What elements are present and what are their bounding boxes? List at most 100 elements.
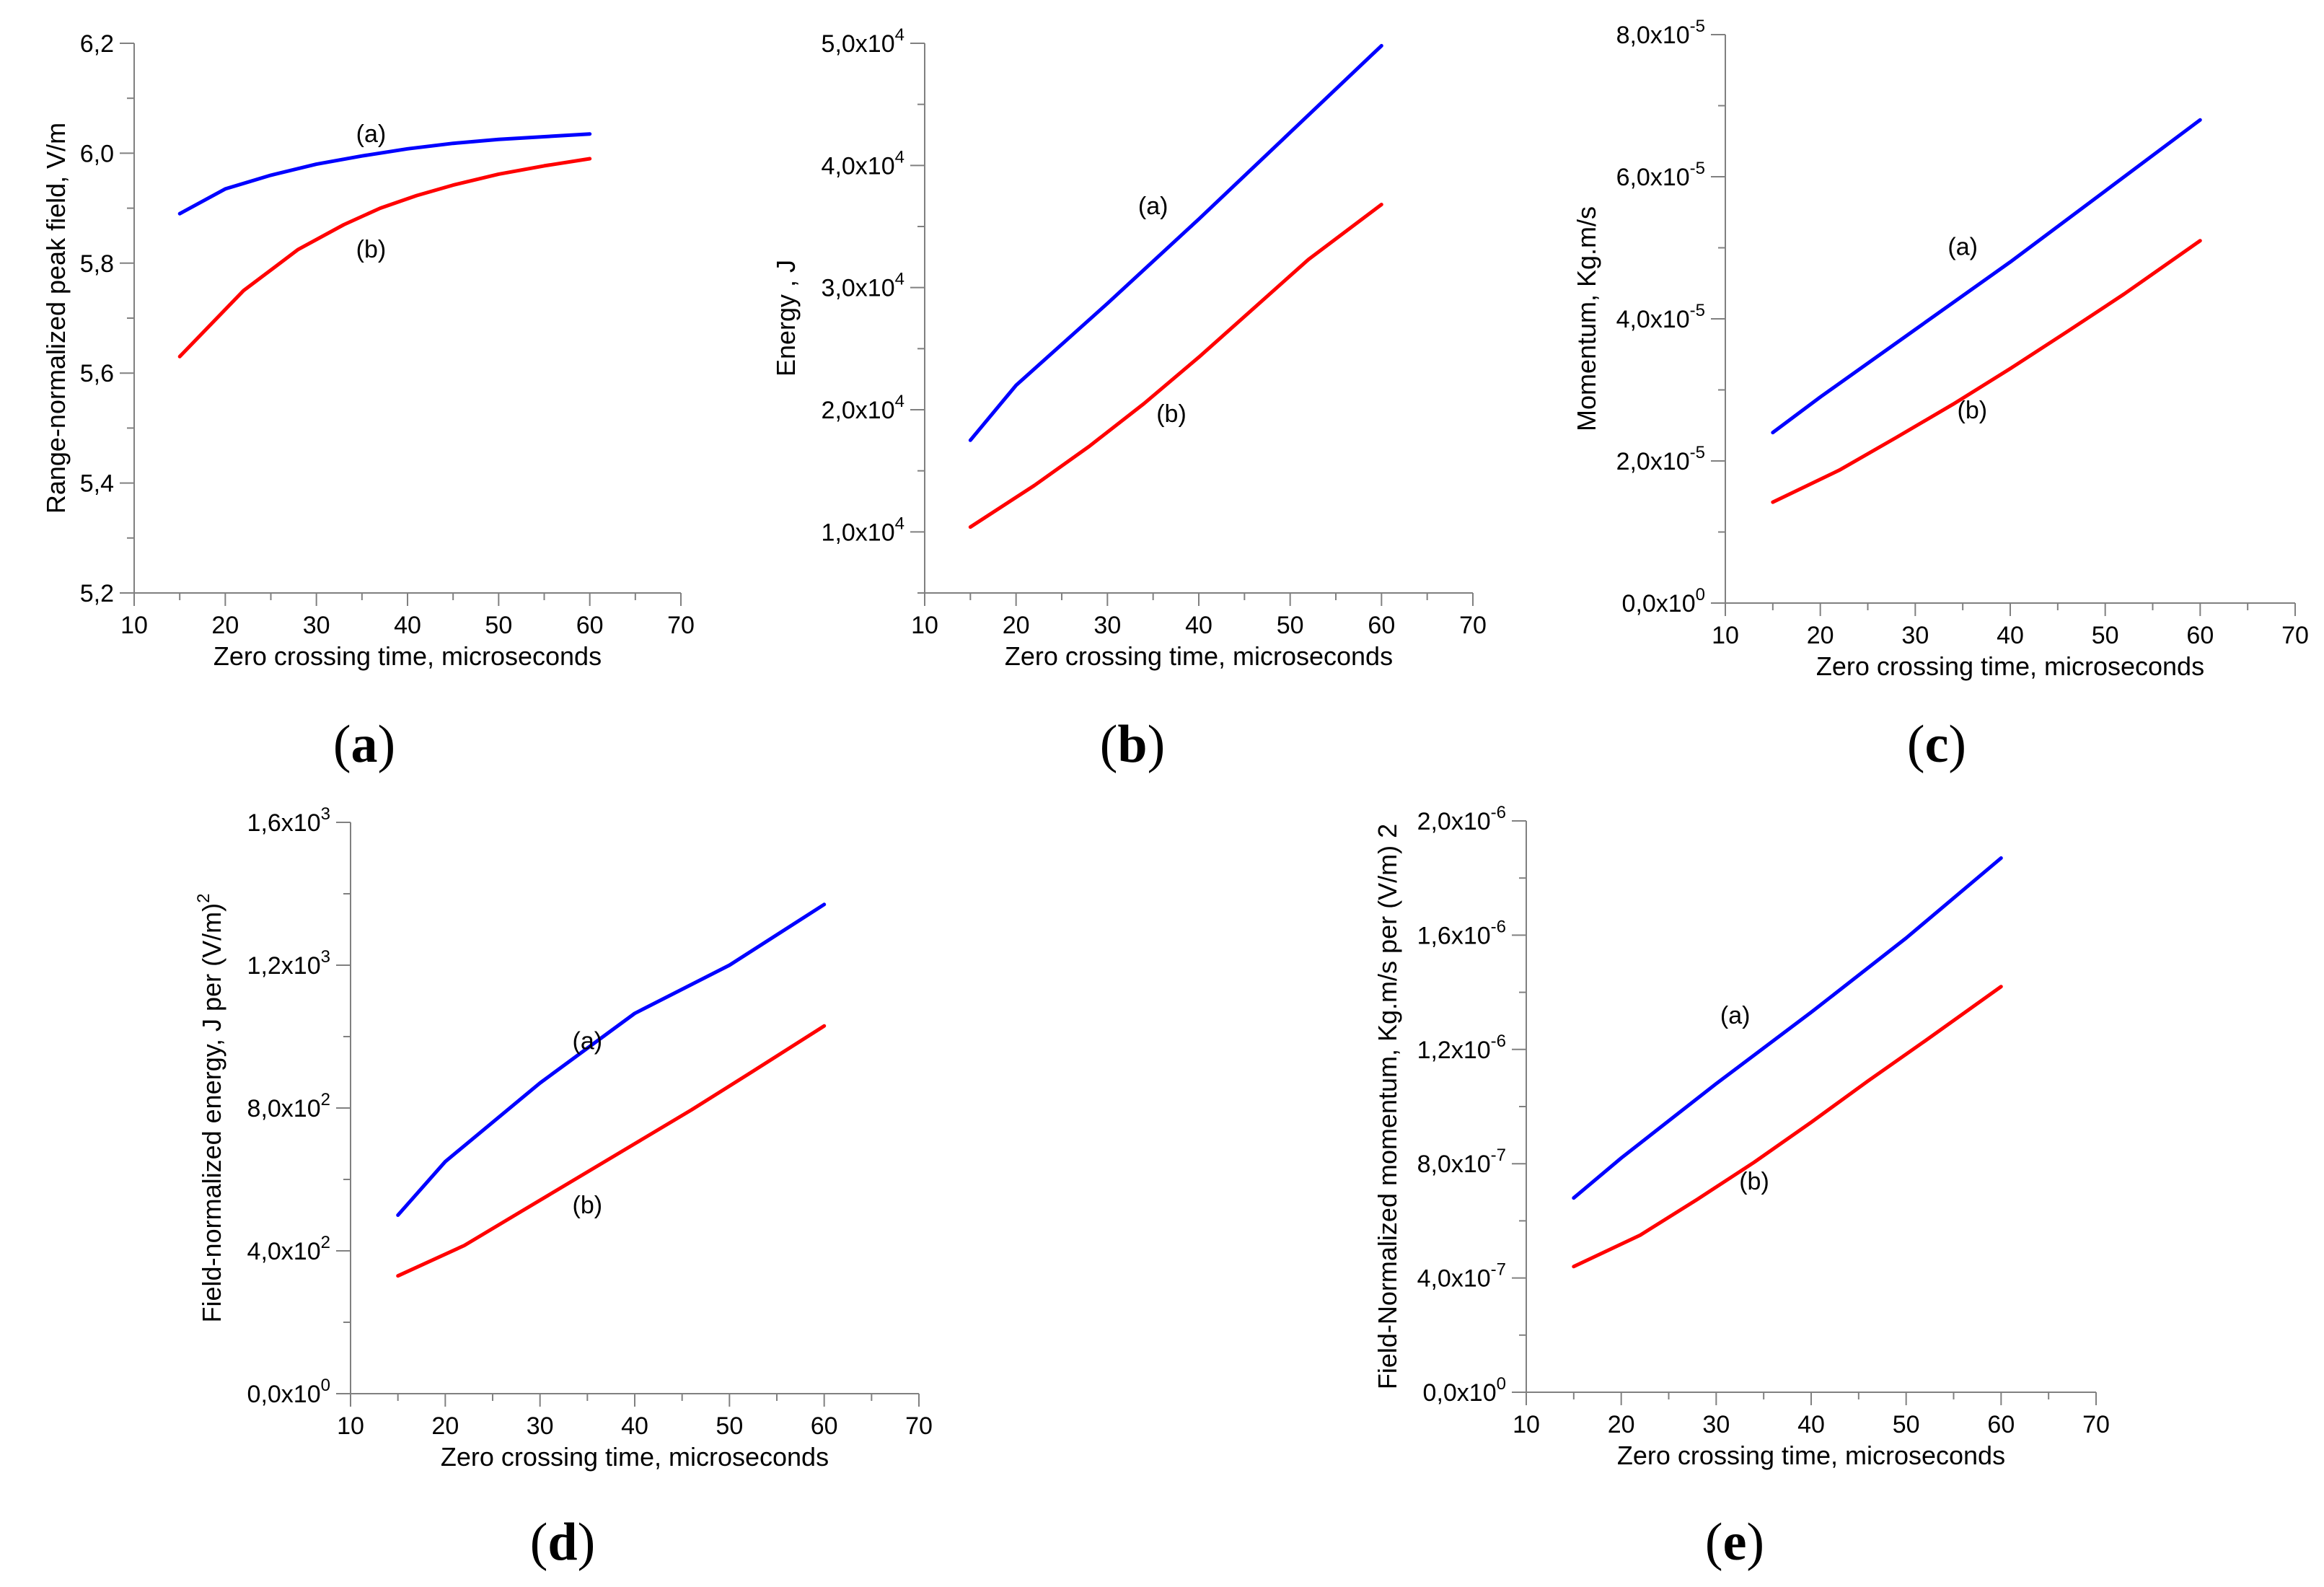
chart-panel-a: 5,2 5,4 5,6 5,8 6,0 6,2 10 20 30 40 50 60 70 Zero cro… <box>41 30 695 774</box>
x-tick-label: 50 <box>2092 622 2119 649</box>
x-tick-label: 50 <box>1893 1411 1920 1438</box>
series-label-b: (b) <box>1156 400 1187 428</box>
x-tick-label: 30 <box>303 612 330 639</box>
y-tick-label: 6,0x10-5 <box>1616 159 1705 191</box>
y-tick-label: 3,0x104 <box>822 270 904 302</box>
x-tick-label: 50 <box>1277 612 1304 639</box>
x-tick-label: 60 <box>811 1412 838 1440</box>
x-tick-label: 60 <box>2186 622 2214 649</box>
x-tick-label: 40 <box>1185 612 1212 639</box>
x-tick-label: 60 <box>576 612 604 639</box>
x-tick-label: 60 <box>1368 612 1395 639</box>
x-tick-label: 10 <box>337 1412 364 1440</box>
x-tick-label: 10 <box>1712 622 1739 649</box>
x-axis-label: Zero crossing time, microseconds <box>1816 651 2204 681</box>
series-label-a: (a) <box>1947 233 1978 260</box>
series-line-b <box>396 1024 827 1278</box>
series-line-a <box>177 132 592 216</box>
y-tick-label: 4,0x10-5 <box>1616 301 1705 333</box>
x-tick-label: 10 <box>911 612 938 639</box>
y-tick-label: 5,2 <box>80 580 114 607</box>
x-axis-label: Zero crossing time, microseconds <box>1005 641 1393 671</box>
y-tick-label: 8,0x10-5 <box>1616 17 1705 49</box>
x-tick-label: 20 <box>1608 1411 1635 1438</box>
x-tick-label: 20 <box>431 1412 459 1440</box>
x-tick-label: 30 <box>1901 622 1929 649</box>
y-tick-label: 0,0x100 <box>1423 1374 1506 1407</box>
y-tick-label: 5,0x104 <box>822 25 904 58</box>
series-line-b <box>177 157 592 359</box>
y-tick-label: 4,0x102 <box>247 1233 330 1265</box>
chart-panel-b: 1,0x104 2,0x104 3,0x104 4,0x104 5,0x104 10 20 3… <box>771 25 1487 774</box>
y-axis-label: Energy , J <box>771 260 801 377</box>
y-tick-label: 5,4 <box>80 470 114 498</box>
series-line-a <box>396 902 827 1217</box>
x-tick-label: 10 <box>120 612 148 639</box>
series-label-b: (b) <box>1739 1168 1769 1195</box>
y-tick-label: 1,0x104 <box>822 514 904 546</box>
series-label-a: (a) <box>1138 193 1168 220</box>
series-label-b: (b) <box>1958 397 1988 424</box>
x-tick-label: 60 <box>1987 1411 2015 1438</box>
panel-letter: (d) <box>530 1513 595 1572</box>
x-axis-label: Zero crossing time, microseconds <box>214 641 602 671</box>
chart-panel-c: 0,0x100 2,0x10-5 4,0x10-5 6,0x10-5 8,0x10-5 1… <box>1572 17 2309 774</box>
y-axis-label: Momentum, Kg.m/s <box>1572 206 1601 431</box>
panel-letter: (a) <box>333 715 395 774</box>
x-tick-label: 30 <box>1093 612 1121 639</box>
x-tick-label: 20 <box>1807 622 1834 649</box>
y-tick-label: 6,0 <box>80 140 114 167</box>
series-line-b <box>1572 985 2003 1269</box>
y-tick-label: 1,6x103 <box>247 804 330 837</box>
x-axis-label: Zero crossing time, microseconds <box>441 1442 829 1472</box>
y-tick-label: 4,0x104 <box>822 147 904 180</box>
x-tick-label: 50 <box>485 612 512 639</box>
chart-panel-e: 0,0x100 4,0x10-7 8,0x10-7 1,2x10-6 1,6x10-6 2… <box>1373 803 2110 1572</box>
y-tick-label: 5,6 <box>80 360 114 387</box>
chart-panel-d: 0,0x100 4,0x102 8,0x102 1,2x103 1,6x103 10 20 3… <box>194 804 933 1572</box>
series-line-a <box>968 43 1383 442</box>
y-tick-label: 8,0x102 <box>247 1090 330 1122</box>
series-label-b: (b) <box>573 1192 603 1219</box>
series-line-a <box>1572 856 2003 1200</box>
x-tick-label: 50 <box>716 1412 743 1440</box>
panel-letter: (e) <box>1705 1513 1764 1572</box>
y-tick-label: 5,8 <box>80 250 114 278</box>
x-tick-label: 10 <box>1513 1411 1540 1438</box>
y-tick-label: 1,2x10-6 <box>1417 1032 1506 1064</box>
series-label-a: (a) <box>356 120 387 148</box>
x-tick-label: 20 <box>1003 612 1030 639</box>
x-tick-label: 40 <box>1997 622 2024 649</box>
y-tick-label: 0,0x100 <box>1622 585 1705 617</box>
y-tick-label: 1,6x10-6 <box>1417 917 1506 949</box>
y-tick-label: 0,0x100 <box>247 1376 330 1408</box>
y-tick-label: 8,0x10-7 <box>1417 1146 1506 1178</box>
y-tick-label: 2,0x10-6 <box>1417 803 1506 835</box>
x-axis-label: Zero crossing time, microseconds <box>1617 1441 2005 1470</box>
series-label-b: (b) <box>356 236 387 263</box>
x-tick-label: 40 <box>1797 1411 1825 1438</box>
x-tick-label: 70 <box>667 612 695 639</box>
x-tick-label: 30 <box>1702 1411 1730 1438</box>
x-tick-label: 40 <box>621 1412 648 1440</box>
series-line-a <box>1771 118 2202 435</box>
series-line-b <box>1771 239 2202 504</box>
x-tick-label: 30 <box>527 1412 554 1440</box>
series-line-b <box>968 203 1383 529</box>
panel-letter: (c) <box>1907 715 1966 774</box>
x-tick-label: 70 <box>905 1412 933 1440</box>
series-label-a: (a) <box>573 1027 603 1055</box>
y-axis-label: Field-Normalized momentum, Kg.m/s per (V… <box>1373 824 1402 1389</box>
y-tick-label: 2,0x10-5 <box>1616 443 1705 475</box>
x-tick-label: 70 <box>2082 1411 2110 1438</box>
y-axis-label: Range-normalized peak field, V/m <box>41 123 71 514</box>
x-tick-label: 40 <box>394 612 421 639</box>
x-tick-label: 70 <box>2281 622 2309 649</box>
x-tick-label: 20 <box>211 612 239 639</box>
x-tick-label: 70 <box>1459 612 1487 639</box>
y-tick-label: 6,2 <box>80 30 114 58</box>
y-tick-label: 1,2x103 <box>247 947 330 980</box>
y-tick-label: 2,0x104 <box>822 392 904 424</box>
panel-letter: (b) <box>1100 715 1165 774</box>
